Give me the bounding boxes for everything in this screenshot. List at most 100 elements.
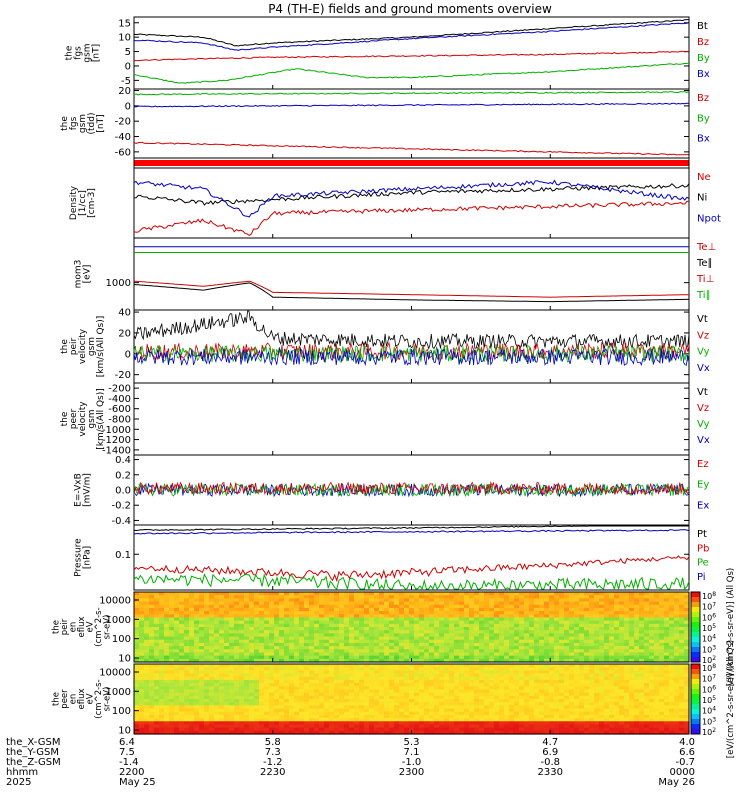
spectrogram-cell [469,673,475,678]
spectrogram-cell [324,630,330,634]
spectrogram-cell [459,620,465,625]
spectrogram-cell [264,611,270,615]
spectrogram-cell [334,607,340,612]
spectrogram-cell [469,604,475,609]
spectrogram-cell [539,730,545,735]
spectrogram-cell [329,708,335,713]
spectrogram-cell [684,595,690,599]
spectrogram-cell [544,642,550,647]
spectrogram-cell [404,730,410,735]
spectrogram-cell [569,658,575,663]
spectrogram-cell [534,708,540,713]
spectrogram-cell [614,642,620,647]
spectrogram-cell [224,702,230,706]
spectrogram-cell [294,695,300,700]
spectrogram-cell [389,642,395,647]
spectrogram-cell [529,667,535,671]
spectrogram-cell [379,630,385,634]
spectrogram-cell [399,730,405,735]
spectrogram-cell [684,617,690,622]
spectrogram-cell [589,617,595,622]
spectrogram-cell [199,724,205,729]
colorbar-swatch [691,622,700,628]
spectrogram-cell [604,673,610,678]
spectrogram-cell [249,686,255,691]
spectrogram-cell [599,646,605,650]
spectrogram-cell [284,692,290,697]
spectrogram-cell [214,676,220,681]
spectrogram-cell [224,652,230,657]
spectrogram-cell [614,721,620,726]
spectrogram-cell [314,639,320,644]
legend-entry: Pt [697,529,707,540]
spectrogram-cell [584,679,590,684]
spectrogram-cell [334,702,340,706]
spectrogram-cell [274,630,280,634]
spectrogram-cell [674,617,680,622]
spectrogram-cell [169,676,175,681]
spectrogram-cell [194,598,200,603]
spectrogram-cell [439,642,445,647]
spectrogram-cell [349,617,355,622]
spectrogram-cell [459,718,465,722]
spectrogram-cell [474,595,480,599]
spectrogram-cell [584,711,590,716]
spectrogram-cell [374,708,380,713]
spectrogram-cell [539,692,545,697]
spectrogram-cell [254,683,260,687]
spectrogram-cell [424,689,430,694]
spectrogram-cell [539,664,545,668]
spectrogram-cell [629,689,635,694]
spectrogram-cell [429,721,435,726]
spectrogram-cell [444,702,450,706]
spectrogram-cell [299,714,305,719]
spectrogram-cell [629,639,635,644]
spectrogram-cell [184,714,190,719]
spectrogram-cell [279,724,285,729]
spectrogram-cell [504,695,510,700]
spectrogram-cell [529,649,535,654]
spectrogram-cell [649,601,655,606]
spectrogram-cell [439,617,445,622]
spectrogram-cell [314,664,320,668]
spectrogram-cell [584,730,590,735]
spectrogram-cell [244,679,250,684]
spectrogram-cell [199,630,205,634]
spectrogram-cell [534,727,540,732]
spectrogram-cell [414,627,420,631]
spectrogram-cell [674,652,680,657]
spectrogram-cell [304,639,310,644]
spectrogram-cell [479,636,485,641]
spectrogram-cell [504,595,510,599]
spectrogram-cell [164,636,170,641]
spectrogram-cell [469,727,475,732]
spectrogram-cell [234,673,240,678]
spectrogram-cell [299,664,305,668]
spectrogram-cell [599,623,605,628]
spectrogram-cell [429,649,435,654]
spectrogram-cell [664,598,670,603]
spectrogram-cell [599,607,605,612]
spectrogram-cell [184,679,190,684]
spectrogram-cell [439,667,445,671]
spectrogram-cell [434,633,440,638]
spectrogram-cell [449,718,455,722]
spectrogram-cell [569,718,575,722]
spectrogram-cell [194,686,200,691]
spectrogram-cell [479,598,485,603]
spectrogram-cell [459,627,465,631]
spectrogram-cell [264,607,270,612]
spectrogram-cell [269,692,275,697]
spectrogram-cell [574,598,580,603]
spectrogram-cell [529,633,535,638]
spectrogram-cell [534,604,540,609]
spectrogram-cell [324,658,330,663]
spectrogram-cell [664,604,670,609]
spectrogram-cell [269,673,275,678]
spectrogram-cell [369,592,375,596]
spectrogram-cell [339,592,345,596]
spectrogram-cell [154,642,160,647]
spectrogram-cell [444,679,450,684]
spectrogram-cell [529,655,535,660]
spectrogram-cell [649,636,655,641]
